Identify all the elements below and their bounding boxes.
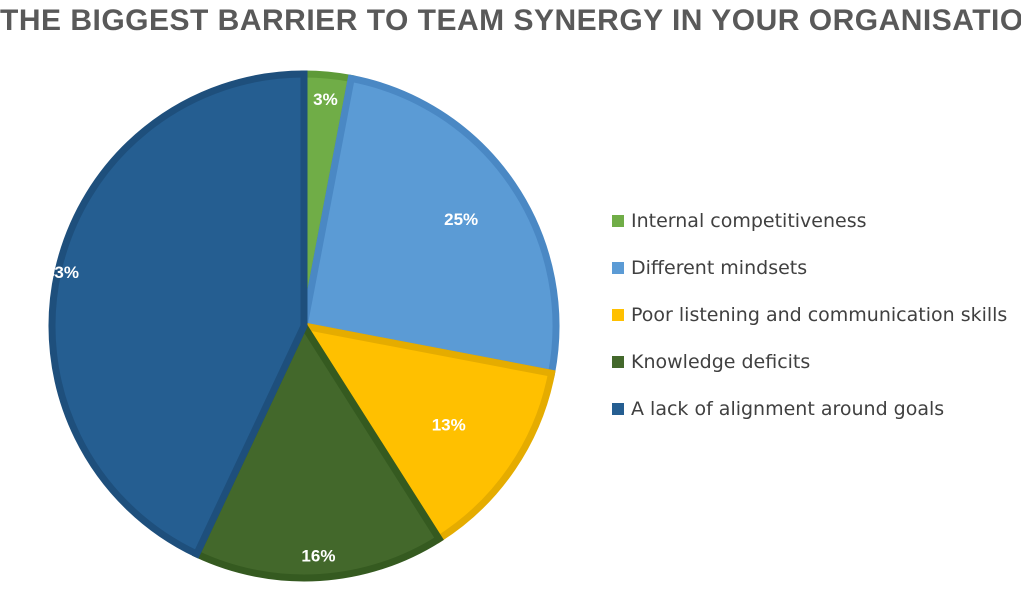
legend-swatch — [612, 355, 624, 368]
legend-swatch — [612, 402, 624, 415]
legend-item: Knowledge deficits — [612, 338, 1007, 385]
legend-label: Different mindsets — [631, 256, 808, 279]
legend-swatch — [612, 308, 624, 321]
data-label-4: 16% — [301, 547, 335, 566]
pie-slice-5 — [48, 70, 308, 559]
legend-label: A lack of alignment around goals — [631, 397, 945, 420]
chart-legend: Internal competitiveness Different mindse… — [612, 197, 1007, 432]
data-label-3: 13% — [432, 415, 466, 434]
pie-slice-2 — [299, 74, 560, 378]
pie-data-labels: 3% 25% 13% 16% 43% — [45, 90, 478, 566]
legend-label: Internal competitiveness — [631, 209, 867, 232]
pie-slices — [48, 70, 560, 582]
legend-label: Poor listening and communication skills — [631, 303, 1008, 326]
legend-item: Different mindsets — [612, 244, 1007, 291]
pie-slice-3 — [296, 321, 556, 544]
legend-label: Knowledge deficits — [631, 350, 811, 373]
legend-swatch — [612, 214, 624, 227]
legend-item: A lack of alignment around goals — [612, 385, 1007, 432]
data-label-5: 43% — [45, 263, 79, 282]
legend-item: Internal competitiveness — [612, 197, 1007, 244]
legend-swatch — [612, 261, 624, 274]
data-label-2: 25% — [444, 210, 478, 229]
chart-title: THE BIGGEST BARRIER TO TEAM SYNERGY IN Y… — [0, 4, 1021, 37]
data-label-1: 3% — [313, 90, 338, 109]
legend-item: Poor listening and communication skills — [612, 291, 1007, 338]
pie-slice-4 — [192, 318, 444, 582]
